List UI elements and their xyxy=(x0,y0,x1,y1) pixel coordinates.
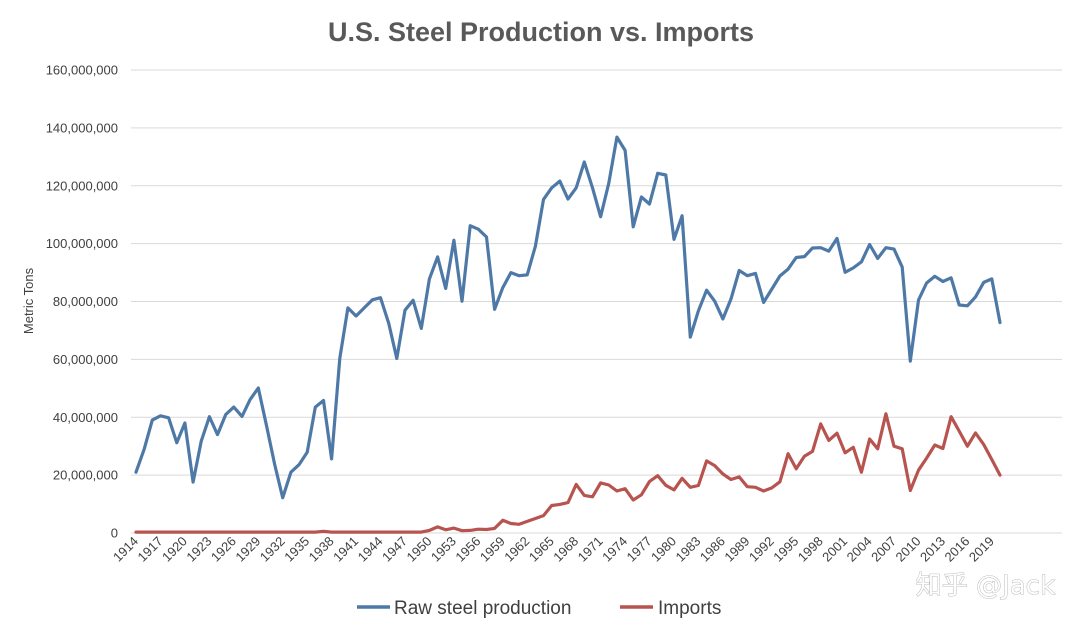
x-tick-label: 2007 xyxy=(868,534,899,565)
series-lines xyxy=(134,135,1002,534)
x-tick-label: 2019 xyxy=(966,534,997,565)
x-tick-label: 1977 xyxy=(624,534,655,565)
x-tick-label: 2001 xyxy=(819,534,850,565)
y-tick-label: 160,000,000 xyxy=(46,63,118,78)
x-tick-label: 2016 xyxy=(941,534,972,565)
y-axis-ticks: 0 20,000,000 40,000,000 60,000,000 80,000,00… xyxy=(46,63,118,541)
x-tick-label: 1959 xyxy=(477,534,508,565)
x-tick-label: 1938 xyxy=(306,534,337,565)
y-tick-label: 140,000,000 xyxy=(46,120,118,135)
x-tick-label: 1974 xyxy=(599,534,630,565)
gridlines xyxy=(131,69,1062,476)
watermark: 知乎 @Jack xyxy=(916,571,1055,601)
x-tick-label: 1956 xyxy=(452,534,483,565)
y-tick-label: 100,000,000 xyxy=(46,236,118,251)
x-tick-label: 1980 xyxy=(648,534,679,565)
x-tick-label: 2010 xyxy=(893,534,924,565)
series-line-imports xyxy=(134,412,1002,534)
y-tick-label: 60,000,000 xyxy=(53,352,118,367)
x-tick-label: 1920 xyxy=(159,534,190,565)
x-tick-label: 1983 xyxy=(672,534,703,565)
chart-title: U.S. Steel Production vs. Imports xyxy=(328,17,754,47)
y-tick-label: 20,000,000 xyxy=(53,468,118,483)
legend-label-production: Raw steel production xyxy=(394,598,571,619)
x-tick-label: 1947 xyxy=(379,534,410,565)
x-tick-label: 1932 xyxy=(257,534,288,565)
y-tick-label: 80,000,000 xyxy=(53,294,118,309)
x-tick-label: 1929 xyxy=(232,534,263,565)
x-tick-label: 1989 xyxy=(721,534,752,565)
x-tick-label: 1995 xyxy=(770,534,801,565)
series-line-raw-steel-production xyxy=(134,135,1002,500)
legend: Raw steel production Imports xyxy=(357,598,721,619)
x-tick-label: 1917 xyxy=(135,534,166,565)
y-axis-label: Metric Tons xyxy=(21,267,36,334)
x-tick-label: 1998 xyxy=(795,534,826,565)
x-tick-label: 1923 xyxy=(183,534,214,565)
y-tick-label: 0 xyxy=(111,526,118,541)
x-tick-label: 1941 xyxy=(330,534,361,565)
x-tick-label: 1965 xyxy=(526,534,557,565)
x-tick-label: 1926 xyxy=(208,534,239,565)
y-tick-label: 40,000,000 xyxy=(53,410,118,425)
x-tick-label: 1992 xyxy=(746,534,777,565)
x-tick-label: 1971 xyxy=(575,534,606,565)
x-tick-label: 1953 xyxy=(428,534,459,565)
x-tick-label: 1986 xyxy=(697,534,728,565)
x-tick-label: 1950 xyxy=(403,534,434,565)
x-tick-label: 2013 xyxy=(917,534,948,565)
x-tick-label: 1962 xyxy=(501,534,532,565)
legend-label-imports: Imports xyxy=(658,598,721,619)
y-tick-label: 120,000,000 xyxy=(46,178,118,193)
x-tick-label: 2004 xyxy=(844,534,875,565)
x-tick-label: 1968 xyxy=(550,534,581,565)
x-tick-label: 1944 xyxy=(355,534,386,565)
x-axis-ticks: 1914191719201923192619291932193519381941… xyxy=(110,534,997,565)
x-tick-label: 1935 xyxy=(281,534,312,565)
